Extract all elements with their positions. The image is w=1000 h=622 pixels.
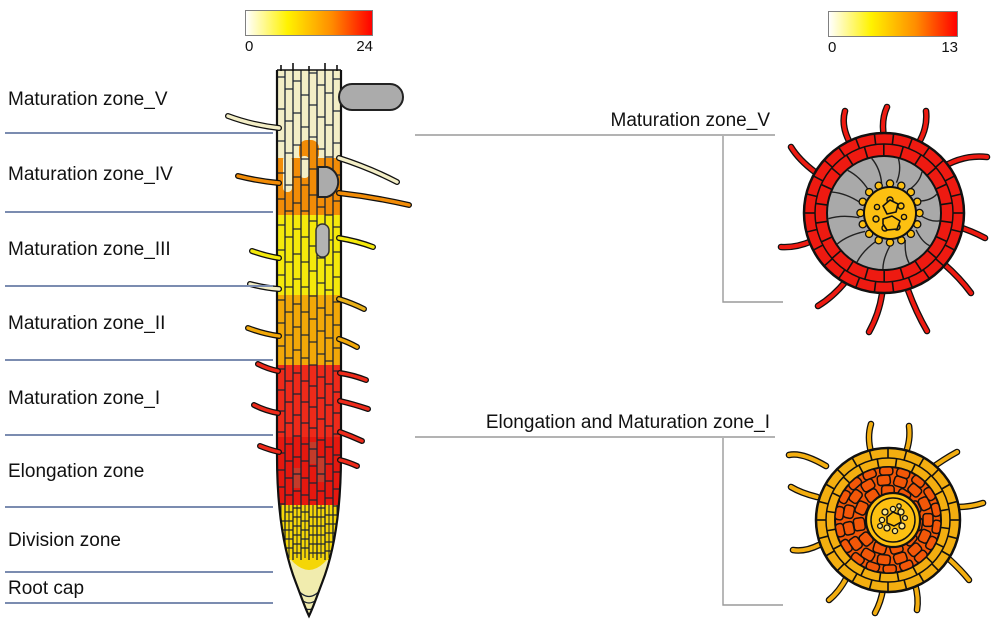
zone-divider-line xyxy=(5,285,273,287)
zone-label-maturation-v: Maturation zone_V xyxy=(8,89,168,110)
zone-divider-line xyxy=(5,359,273,361)
zone-label-maturation-iv: Maturation zone_IV xyxy=(8,164,173,185)
zone-label-maturation-i: Maturation zone_I xyxy=(8,388,161,409)
colorbar-max-label: 13 xyxy=(941,39,958,56)
callout-label-maturation-v: Maturation zone_V xyxy=(610,110,771,131)
zone-label-elongation: Elongation zone xyxy=(8,461,145,482)
cross-section-maturation-v xyxy=(777,103,991,336)
zone-divider-line xyxy=(5,506,273,508)
callout-label-elongation-maturation-i: Elongation and Maturation zone_I xyxy=(485,412,770,433)
colorbar-cross-sections: 0 13 xyxy=(828,11,958,56)
callout-brackets xyxy=(415,134,783,606)
colorbar-gradient xyxy=(828,11,958,37)
zone-label-division: Division zone xyxy=(8,530,121,551)
zone-divider-line xyxy=(5,132,273,134)
colorbar-min-label: 0 xyxy=(828,39,837,56)
colorbar-min-label: 0 xyxy=(245,38,254,55)
zone-label-maturation-iii: Maturation zone_III xyxy=(8,239,171,260)
colorbar-gradient xyxy=(245,10,373,36)
root-longitudinal-section xyxy=(225,63,412,619)
zone-divider-line xyxy=(5,211,273,213)
zone-divider-line xyxy=(5,434,273,436)
colorbar-longitudinal: 0 24 xyxy=(245,10,373,55)
zone-divider-line xyxy=(5,602,273,604)
cross-section-elongation-maturation-i xyxy=(785,420,987,617)
zone-divider-line xyxy=(5,571,273,573)
zone-label-maturation-ii: Maturation zone_II xyxy=(8,313,166,334)
colorbar-max-label: 24 xyxy=(356,38,373,55)
zone-label-root-cap: Root cap xyxy=(8,578,85,599)
